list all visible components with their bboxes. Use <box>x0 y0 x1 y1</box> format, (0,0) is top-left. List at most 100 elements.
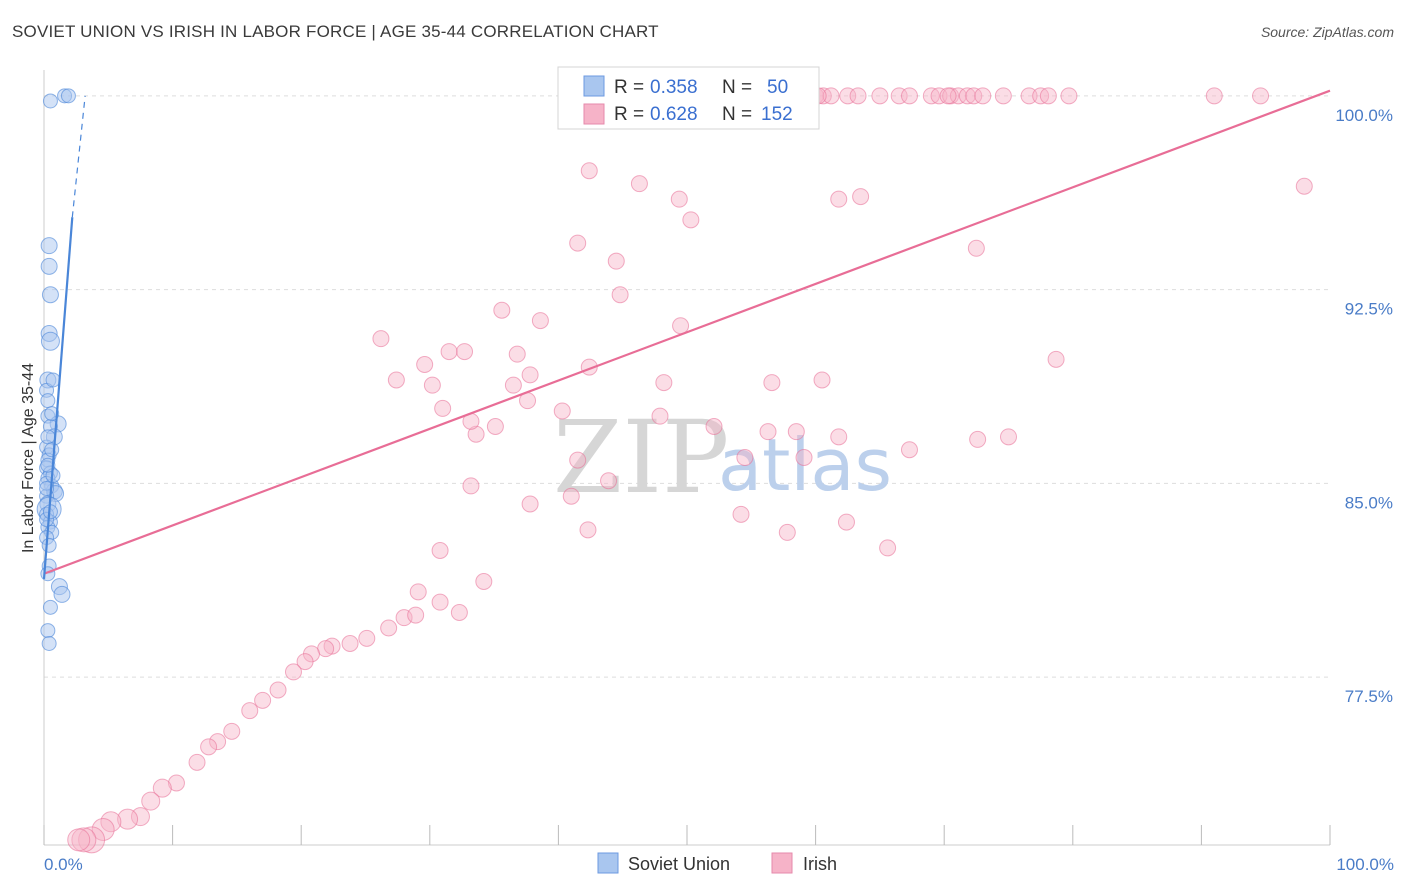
irish-point <box>78 826 106 854</box>
soviet-trend-line <box>42 217 74 580</box>
irish-point <box>341 635 359 652</box>
legend-box: R = 0.358 N = 50 R = 0.628 N = 152 <box>557 66 820 130</box>
soviet-point <box>53 585 71 603</box>
irish-point <box>431 593 449 611</box>
x-tick-label: 100.0% <box>1336 855 1394 874</box>
irish-point <box>736 449 754 466</box>
trend-lines <box>42 89 1331 580</box>
irish-point <box>409 583 427 601</box>
irish-point <box>787 423 805 441</box>
irish-point <box>1039 87 1057 105</box>
irish-point <box>839 87 857 105</box>
legend-swatch-irish <box>583 103 605 125</box>
soviet-point <box>40 331 60 351</box>
legend-r-label-irish: R = <box>614 104 644 125</box>
irish-point <box>965 87 983 105</box>
irish-point <box>830 190 848 208</box>
irish-series <box>67 87 1313 854</box>
irish-point <box>431 542 449 559</box>
irish-point <box>284 663 302 681</box>
soviet-point <box>41 537 57 553</box>
irish-point <box>994 87 1012 105</box>
soviet-point <box>44 406 60 422</box>
irish-point <box>241 702 259 720</box>
irish-point <box>91 818 115 841</box>
irish-point <box>387 371 405 389</box>
legend-r-value-soviet: 0.358 <box>650 77 698 98</box>
irish-point <box>849 87 867 105</box>
irish-point <box>651 407 669 425</box>
irish-point <box>450 604 468 621</box>
soviet-point <box>45 372 61 388</box>
irish-point <box>562 487 580 505</box>
irish-point <box>958 87 976 105</box>
legend-n-value-soviet: 50 <box>767 77 788 98</box>
legend-r-label-soviet: R = <box>614 77 644 98</box>
irish-point <box>254 691 272 709</box>
irish-point <box>580 162 598 180</box>
x-tick-label: 0.0% <box>44 855 83 874</box>
irish-point <box>456 343 474 361</box>
irish-point <box>949 87 967 105</box>
irish-point <box>209 733 227 751</box>
irish-point <box>493 301 511 319</box>
irish-point <box>969 430 987 448</box>
y-axis-ticks: 77.5% 85.0% 92.5% 100.0% <box>1335 106 1393 706</box>
irish-point <box>813 371 831 389</box>
bottom-legend-swatch-soviet <box>597 852 619 874</box>
irish-point <box>569 234 587 252</box>
irish-point <box>930 87 948 105</box>
irish-point <box>830 428 848 446</box>
irish-trend-line <box>43 89 1331 575</box>
irish-point <box>1252 87 1270 105</box>
bottom-legend-swatch-irish <box>771 852 793 874</box>
irish-point <box>569 451 587 469</box>
irish-point <box>141 791 161 811</box>
irish-point <box>579 521 597 539</box>
irish-point <box>900 441 918 459</box>
irish-point <box>600 472 618 490</box>
irish-point <box>434 399 452 417</box>
soviet-point <box>40 623 56 639</box>
irish-point <box>67 828 91 852</box>
irish-point <box>1000 428 1017 446</box>
bottom-legend-label-irish: Irish <box>803 854 837 874</box>
irish-point <box>167 774 185 792</box>
legend-r-value-irish: 0.628 <box>650 104 698 125</box>
irish-point <box>296 653 314 671</box>
legend-n-label-soviet: N = <box>722 77 752 98</box>
irish-point <box>467 425 485 443</box>
legend-n-value-irish: 152 <box>761 104 793 125</box>
soviet-point <box>60 88 76 104</box>
y-tick-label: 85.0% <box>1345 493 1393 512</box>
watermark-zip: ZIP <box>553 399 729 516</box>
irish-point <box>462 477 480 495</box>
irish-point <box>822 87 840 105</box>
irish-point <box>152 778 172 798</box>
soviet-point <box>42 599 58 615</box>
soviet-point <box>40 393 56 409</box>
irish-point <box>416 356 434 373</box>
soviet-point <box>41 636 57 651</box>
irish-point <box>900 87 918 105</box>
y-tick-label: 77.5% <box>1345 687 1393 706</box>
grid-lines <box>44 95 1330 678</box>
irish-point <box>440 343 458 361</box>
irish-point <box>508 345 526 363</box>
irish-point <box>486 418 504 435</box>
soviet-point <box>41 286 59 304</box>
watermark: ZIP atlas <box>553 399 892 516</box>
irish-point <box>117 808 139 830</box>
irish-point <box>521 366 539 384</box>
irish-point <box>475 573 493 590</box>
irish-point <box>1060 87 1078 105</box>
irish-point <box>407 606 425 624</box>
irish-point <box>670 190 688 208</box>
irish-point <box>974 87 992 105</box>
y-tick-label: 100.0% <box>1335 106 1393 125</box>
soviet-point <box>42 93 58 109</box>
soviet-trend-extension <box>71 95 86 218</box>
irish-point <box>200 738 218 756</box>
irish-point <box>372 330 390 348</box>
